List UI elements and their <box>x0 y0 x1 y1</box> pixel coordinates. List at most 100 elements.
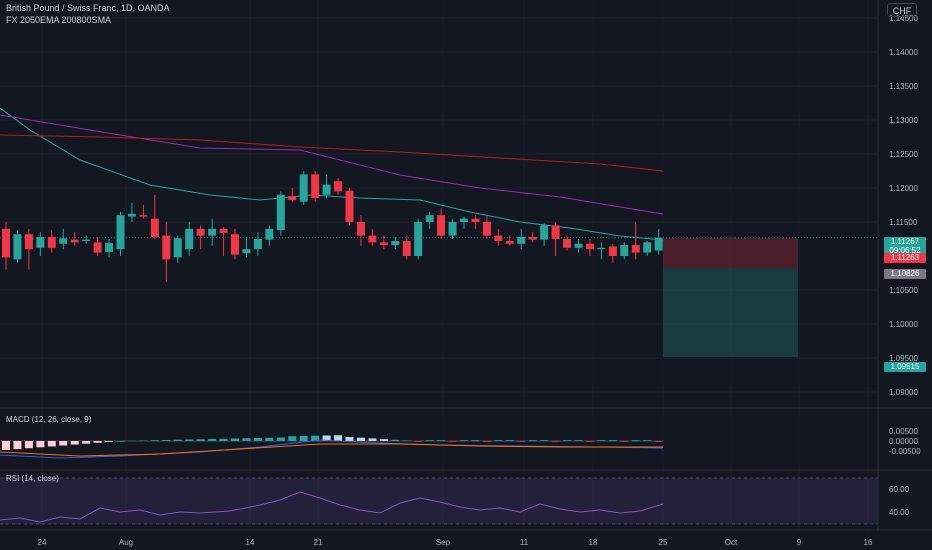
time-tick: 24 <box>38 538 47 547</box>
macd-bar <box>70 441 79 445</box>
macd-bar <box>620 441 629 442</box>
countdown-tag: 09:06:52 <box>884 246 926 256</box>
macd-bar <box>528 440 537 441</box>
price-tick: 1.12500 <box>889 150 918 159</box>
macd-bar <box>356 437 365 441</box>
price-tick: 1.13500 <box>889 82 918 91</box>
candle-body <box>196 228 205 236</box>
candle-body <box>276 194 285 231</box>
macd-bar <box>448 441 457 442</box>
candle-body <box>460 218 468 222</box>
candle-body <box>253 239 262 250</box>
macd-bar <box>253 438 262 441</box>
moving-averages <box>0 107 664 241</box>
time-tick: Aug <box>119 538 133 547</box>
ema-line <box>0 107 664 241</box>
macd-bar <box>288 436 297 441</box>
macd-bar <box>437 440 446 441</box>
candle-body <box>574 243 583 248</box>
candle-body <box>70 239 79 243</box>
time-tick: 16 <box>864 538 873 547</box>
candle-body <box>494 235 503 242</box>
macd-bar <box>276 437 285 441</box>
macd-bar <box>608 440 617 441</box>
macd-bar <box>471 440 480 441</box>
macd-bar <box>563 440 572 441</box>
price-tick: 1.09000 <box>889 388 918 397</box>
candle-body <box>528 236 537 240</box>
time-tick: 18 <box>589 538 598 547</box>
candle-body <box>631 245 640 253</box>
candle-body <box>437 215 446 236</box>
macd-bar <box>540 440 549 441</box>
price-tick: 1.11500 <box>889 218 918 227</box>
candle-body <box>59 238 68 244</box>
candle-body <box>13 234 22 260</box>
candle-body <box>517 236 526 244</box>
candle-body <box>505 241 514 244</box>
macd-bar <box>13 441 22 450</box>
macd-bar <box>208 439 217 441</box>
macd-bar <box>93 441 102 443</box>
candle-body <box>173 238 182 258</box>
macd-bar <box>24 441 33 449</box>
macd-bar <box>59 441 68 446</box>
macd-bar <box>116 441 125 442</box>
macd-bar <box>139 440 148 441</box>
macd-bar <box>47 441 56 447</box>
sma-long-line <box>0 134 664 172</box>
price-tick: 1.10500 <box>889 286 918 295</box>
candle-body <box>391 241 400 246</box>
time-tick: 11 <box>520 538 529 547</box>
candle-body <box>356 222 365 236</box>
candle-body <box>150 218 159 237</box>
macd-bar <box>265 437 274 441</box>
signal-line <box>0 443 663 457</box>
macd-bar <box>425 440 434 441</box>
stop-zone <box>663 237 798 268</box>
rsi-tick: 40.00 <box>889 508 910 517</box>
time-tick: Oct <box>725 538 738 547</box>
candle-body <box>345 190 354 222</box>
candle-body <box>334 181 343 192</box>
candle-body <box>608 246 617 256</box>
candle-body <box>219 228 228 233</box>
candle-body <box>208 228 217 236</box>
macd-title[interactable]: MACD (12, 26, close, 9) <box>6 415 92 424</box>
time-tick: 25 <box>659 538 668 547</box>
macd-bar <box>379 439 388 441</box>
macd-bar <box>631 440 640 441</box>
price-tick: 1.14500 <box>889 14 918 23</box>
macd-bar <box>345 437 354 441</box>
candle-body <box>368 235 377 243</box>
candle-body <box>597 247 606 250</box>
target-price-tag: 1.09515 <box>884 362 926 372</box>
candle-body <box>540 225 549 240</box>
candle-body <box>82 239 91 242</box>
macd-bar <box>150 440 159 441</box>
candle-body <box>322 184 331 195</box>
candle-body <box>585 243 594 250</box>
candle-body <box>185 228 194 250</box>
macd-bar <box>219 438 228 441</box>
time-tick: 9 <box>797 538 802 547</box>
macd-bar <box>334 435 343 441</box>
candle-body <box>93 242 102 253</box>
candle-body <box>402 241 411 256</box>
last-price-tag: 1.11267 <box>884 237 926 247</box>
symbol-title: British Pound / Swiss Franc, 1D, OANDA <box>6 3 170 13</box>
price-tick: 1.12000 <box>889 184 918 193</box>
time-tick: Sep <box>436 538 451 547</box>
macd-bar <box>368 438 377 441</box>
position-zones <box>0 237 878 357</box>
currency-button[interactable]: CHF <box>887 3 917 17</box>
rsi-title[interactable]: RSI (14, close) <box>6 474 59 483</box>
macd-tick: 0.00500 <box>889 427 918 436</box>
macd-bar <box>231 438 239 441</box>
indicators-legend[interactable]: FX 2050EMA 200800SMA <box>6 15 112 25</box>
macd-bar <box>494 440 503 441</box>
macd-bar <box>402 440 411 441</box>
macd-tick: -0.00500 <box>889 447 921 456</box>
macd-bar <box>173 439 182 441</box>
